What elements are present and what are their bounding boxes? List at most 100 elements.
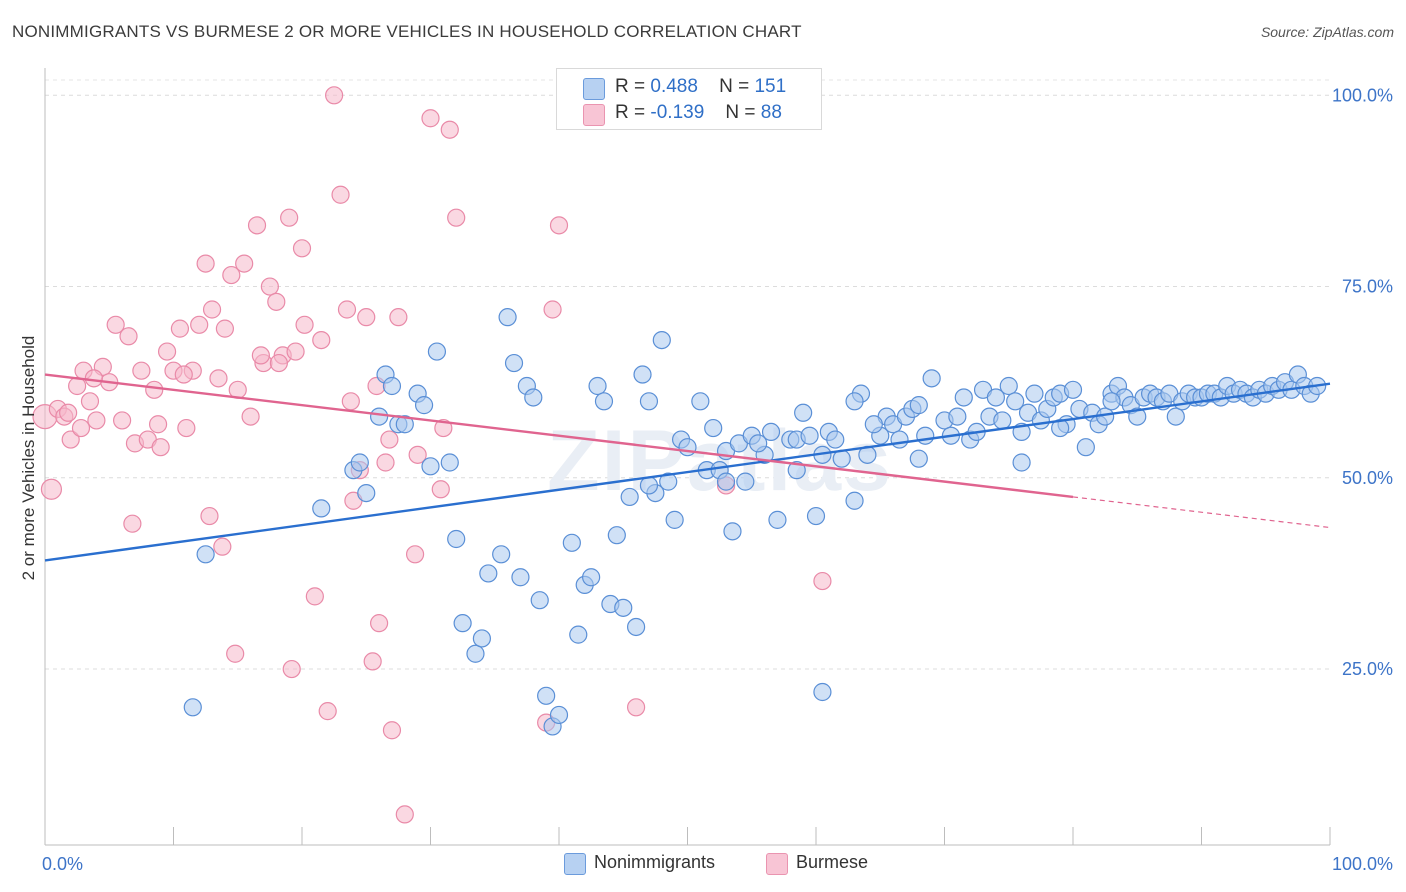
nonimmigrants-point (370, 407, 389, 426)
burmese-point (376, 453, 395, 472)
burmese-point (260, 277, 279, 296)
nonimmigrants-point (562, 533, 581, 552)
nonimmigrants-point (588, 376, 607, 396)
source-label: Source: ZipAtlas.com (1260, 24, 1394, 40)
nonimmigrants-point (466, 644, 485, 663)
burmese-point (215, 319, 234, 338)
burmese-point (235, 254, 254, 273)
nonimmigrants-point (1063, 380, 1083, 399)
nonimmigrants-point (537, 686, 556, 705)
legend-swatch-blue (583, 78, 605, 100)
burmese-point (40, 478, 63, 500)
x-tick-labels: 0.0% 100.0% (42, 854, 1393, 874)
nonimmigrants-point (813, 682, 832, 702)
nonimmigrants-point (504, 353, 524, 373)
burmese-points (32, 86, 832, 824)
nonimmigrants-points (183, 308, 1327, 736)
burmese-point (209, 369, 228, 388)
burmese-point (421, 109, 440, 128)
nonimmigrants-point (183, 698, 202, 717)
burmese-point (286, 342, 305, 361)
nonimmigrants-point (845, 491, 864, 510)
burmese-point (318, 702, 337, 721)
burmese-point (200, 506, 219, 526)
nonimmigrants-point (427, 342, 447, 361)
nonimmigrants-point (1128, 407, 1147, 426)
burmese-point (157, 342, 177, 361)
chart-title: NONIMMIGRANTS VS BURMESE 2 OR MORE VEHIC… (12, 22, 802, 41)
y-axis-label: 2 or more Vehicles in Household (19, 336, 38, 581)
y-tick-label: 50.0% (1342, 468, 1393, 488)
burmese-point (241, 407, 260, 426)
nonimmigrants-point (479, 564, 498, 583)
burmese-point (106, 315, 125, 334)
burmese-point (305, 587, 324, 606)
nonimmigrants-point (440, 453, 459, 472)
nonimmigrants-point (395, 415, 414, 434)
burmese-point (190, 315, 209, 334)
nonimmigrants-point (806, 506, 826, 526)
nonimmigrants-point (652, 331, 671, 350)
y-tick-label: 25.0% (1342, 659, 1393, 679)
nonimmigrants-point (761, 422, 781, 441)
burmese-point (382, 721, 402, 740)
burmese-point (202, 300, 222, 319)
nonimmigrants-point (626, 617, 646, 637)
burmese-point (222, 265, 241, 285)
burmese-point (177, 418, 196, 438)
legend-n-label: N = (719, 76, 750, 97)
nonimmigrants-point (948, 407, 967, 426)
nonimmigrants-point (447, 529, 466, 549)
burmese-point (174, 365, 193, 384)
stats-legend: R = 0.488 N = 151 R = -0.139 N = 88 (556, 68, 822, 130)
legend-swatch-pink (583, 104, 605, 126)
nonimmigrants-point (549, 705, 569, 725)
burmese-point (148, 415, 168, 434)
nonimmigrants-point (723, 522, 742, 541)
burmese-point (357, 308, 376, 327)
burmese-point (408, 445, 427, 464)
burmese-point (269, 353, 288, 373)
nonimmigrants-point (472, 629, 491, 648)
nonimmigrants-point (716, 472, 736, 491)
bottom-legend-swatch-pink (766, 853, 788, 875)
nonimmigrants-point (749, 434, 768, 453)
burmese-point (123, 514, 142, 533)
nonimmigrants-point (639, 476, 659, 495)
burmese-point (170, 319, 190, 338)
burmese-point (119, 327, 138, 346)
burmese-point (312, 331, 331, 350)
burmese-point (132, 361, 151, 380)
legend-r-label: R = (615, 76, 646, 97)
nonimmigrants-point (639, 392, 659, 411)
burmese-point (370, 614, 389, 633)
burmese-point (71, 418, 91, 438)
burmese-point (213, 537, 232, 556)
nonimmigrants-point (582, 568, 601, 587)
nonimmigrants-point (909, 396, 928, 415)
nonimmigrants-point (421, 457, 440, 476)
burmese-trend-extension (1072, 496, 1331, 529)
nonimmigrants-point (498, 308, 517, 327)
burmese-point (282, 659, 301, 679)
axes (44, 68, 1331, 846)
nonimmigrants-point (196, 545, 215, 564)
burmese-point (440, 120, 459, 139)
burmese-point (405, 545, 425, 564)
burmese-point (295, 315, 314, 334)
burmese-point (87, 411, 106, 430)
nonimmigrants-point (1006, 392, 1025, 411)
nonimmigrants-point (414, 396, 434, 415)
burmese-point (389, 308, 408, 327)
burmese-point (226, 644, 245, 663)
nonimmigrants-point (492, 545, 511, 564)
burmese-point (447, 208, 466, 227)
burmese-point (431, 480, 450, 499)
nonimmigrants-point (1012, 453, 1031, 472)
burmese-point (543, 300, 562, 319)
burmese-point (626, 698, 646, 717)
nonimmigrants-point (620, 487, 639, 507)
burmese-point (196, 254, 215, 273)
nonimmigrants-point (993, 411, 1012, 430)
